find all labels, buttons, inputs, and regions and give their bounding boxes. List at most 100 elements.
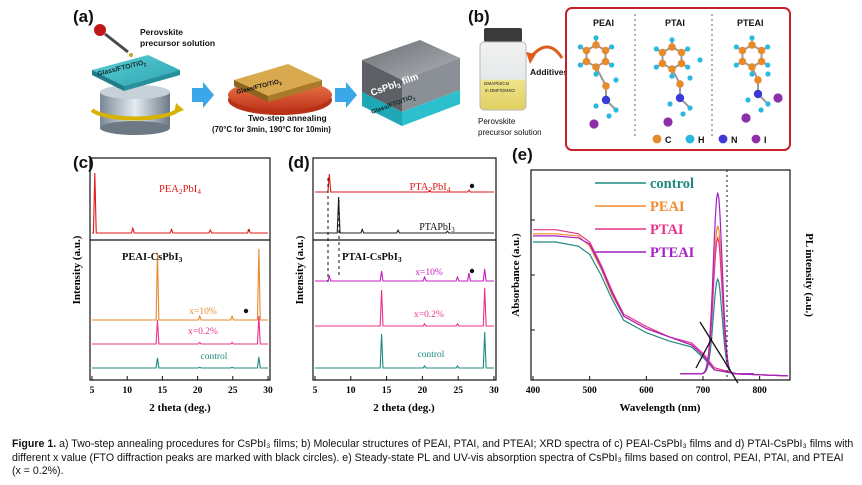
process-arrow-2-icon [335, 82, 357, 108]
hydrogen-atom [758, 107, 764, 113]
molecule-structures [577, 35, 783, 129]
hydrogen-atom [685, 46, 691, 52]
x-tick-label: 600 [639, 386, 654, 396]
x-tick-label: 700 [696, 386, 711, 396]
hydrogen-atom [577, 44, 583, 50]
d-fto-marker-1 [469, 183, 475, 189]
vial-text-2: in DMF/DMSO [485, 88, 515, 93]
d-label-control: control [418, 350, 445, 360]
panel-c: (c) PEA2PbI4 PEAI-CsPbI3 x=10% x=0.2% co… [71, 153, 273, 414]
x-tick-label: 5 [313, 386, 318, 396]
d-section-label: PTAI-CsPbI3 [342, 252, 402, 264]
carbon-atom [757, 57, 766, 66]
e-legend-label: control [650, 176, 694, 192]
xrd-series-control [315, 331, 494, 369]
e-legend-label: PEAI [650, 199, 685, 215]
carbon-atom [748, 41, 756, 49]
hydrogen-atom [733, 44, 739, 50]
hydrogen-atom [687, 75, 693, 81]
e-legend-label: PTEAI [650, 245, 695, 261]
hydrogen-atom [653, 46, 659, 52]
hydrogen-atom [609, 44, 615, 50]
d-label-x10: x=10% [415, 268, 443, 278]
hydrogen-atom [667, 101, 673, 107]
chart-c-frame [89, 157, 271, 381]
c-section-label: PEAI-CsPbI3 [122, 252, 183, 264]
xrd-series-ptapbi3 [315, 196, 494, 234]
carbon-atom [602, 82, 610, 90]
caption-text: a) Two-step annealing procedures for CsP… [12, 438, 854, 478]
vial-text-1: DMAPbI/CsI [484, 81, 509, 86]
abs-curve-control [533, 241, 789, 377]
hydrogen-atom [749, 71, 755, 77]
e-xlabel: Wavelength (nm) [620, 402, 701, 414]
carbon-atom [754, 76, 762, 84]
hydrogen-atom [613, 107, 619, 113]
additives-label: Additives [530, 67, 569, 77]
d-label-x02: x=0.2% [414, 310, 444, 320]
carbon-atom [658, 48, 667, 57]
c-fto-marker [243, 308, 249, 314]
xrd-series-pea2pbi4 [92, 172, 268, 234]
c-fto-dash: - [247, 225, 250, 235]
carbon-atom [676, 80, 684, 88]
xrd-series-x02 [315, 287, 494, 327]
molecule-name-pteai: PTEAI [737, 18, 764, 28]
molecule-name-ptai: PTAI [665, 18, 685, 28]
x-tick-label: 15 [382, 386, 392, 396]
e-legend: control PEAI PTAI PTEAI [595, 176, 695, 261]
dropper-icon [94, 24, 133, 57]
e-y2label: PL intensity (a.u.) [803, 233, 815, 317]
e-legend-label: PTAI [650, 222, 684, 238]
carbon-atom [668, 43, 676, 51]
d-xlabel: 2 theta (deg.) [373, 402, 435, 414]
c-label-control: control [201, 352, 228, 362]
x-tick-label: 5 [90, 386, 95, 396]
e-ylabel: Absorbance (a.u.) [510, 233, 522, 317]
a-precursor-label-1: Perovskite [140, 27, 183, 37]
hydrogen-atom [685, 64, 691, 70]
x-tick-label: 10 [122, 386, 132, 396]
chart-d-frame [312, 157, 497, 381]
hydrogen-atom [609, 62, 615, 68]
legend-atom-n [718, 134, 728, 144]
abs-curve-pteai [533, 235, 789, 377]
chart-c-plot [92, 172, 268, 369]
carbon-atom [668, 65, 676, 73]
pl-curve-control [680, 277, 754, 375]
c-ylabel: Intensity (a.u.) [71, 235, 83, 304]
hydrogen-atom [765, 62, 771, 68]
c-xlabel: 2 theta (deg.) [149, 402, 211, 414]
xrd-series-x10 [92, 248, 268, 321]
x-tick-label: 400 [526, 386, 541, 396]
d-second-label: PTAPbI3 [419, 222, 455, 234]
hydrogen-atom [745, 97, 751, 103]
x-tick-label: 25 [228, 386, 238, 396]
hydrogen-atom [680, 111, 686, 117]
c-x-ticks: 5 10 15 20 25 30 [90, 376, 273, 396]
hydrogen-atom [669, 37, 675, 43]
vial-icon [479, 28, 527, 111]
legend-atom-c [652, 134, 662, 144]
a-precursor-label-2: precursor solution [140, 38, 215, 48]
caption-lead: Figure 1. [12, 438, 57, 450]
hydrogen-atom [613, 77, 619, 83]
x-tick-label: 20 [418, 386, 428, 396]
d-fto-marker-2 [469, 268, 475, 274]
panel-c-letter: (c) [73, 153, 94, 172]
hydrogen-atom [593, 103, 599, 109]
carbon-atom [592, 41, 600, 49]
panel-a-letter: (a) [73, 7, 94, 26]
abs-curve-ptai [533, 229, 789, 377]
hydrogen-atom [577, 62, 583, 68]
hydrogen-atom [733, 62, 739, 68]
c-top-label: PEA2PbI4 [159, 184, 201, 196]
c-label-x10: x=10% [189, 307, 217, 317]
hydrogen-atom [593, 71, 599, 77]
e-x-ticks: 400 500 600 700 800 [526, 219, 767, 396]
e-arrow-left [699, 321, 739, 384]
annealing-detail: (70°C for 3min, 190°C for 10min) [212, 125, 331, 134]
hydrogen-atom [669, 73, 675, 79]
